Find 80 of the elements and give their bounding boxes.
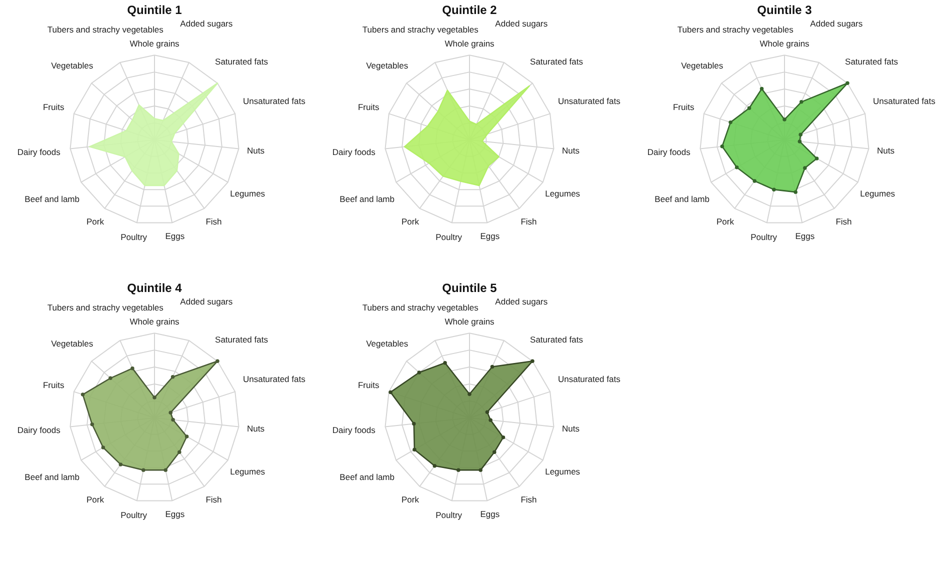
chart-title: Quintile 5 [442,281,498,295]
spoke-label: Added sugars [180,296,233,306]
spoke-label: Fish [206,494,222,504]
spoke-label: Fruits [358,380,380,390]
spoke-label: Pork [402,216,420,226]
chart-title: Quintile 4 [127,281,182,295]
spoke-label: Pork [86,494,105,504]
spoke-label: Tubers and strachy vegetables [47,24,164,35]
spoke-label: Added sugars [180,18,233,28]
spoke-label: Whole grains [130,316,180,326]
spoke-label: Saturated fats [530,56,583,67]
spoke-label: Beef and lamb [24,194,80,204]
chart-title: Quintile 3 [757,3,812,17]
spoke-label: Legumes [230,188,266,199]
spoke-label: Unsaturated fats [872,96,936,106]
spoke-label: Vegetables [366,60,408,71]
spoke-label: Legumes [545,188,580,199]
spoke-label: Beef and lamb [24,472,80,482]
spoke-label: Eggs [795,230,815,241]
spoke-label: Pork [402,494,420,504]
spoke-label: Tubers and strachy vegetables [362,302,478,313]
spoke-label: Fruits [358,102,380,112]
spoke-label: Tubers and strachy vegetables [362,24,478,35]
spoke-label: Nuts [562,423,580,434]
spoke-label: Fruits [42,380,64,390]
spoke-label: Fish [520,216,538,226]
spoke-label: Saturated fats [215,56,268,67]
spoke-label: Vegetables [366,338,408,349]
spoke-label: Nuts [247,145,264,156]
spoke-label: Nuts [877,145,894,156]
spoke-label: Fruits [42,102,64,112]
spoke-label: Fish [836,216,852,226]
chart-title: Quintile 1 [127,3,182,17]
spoke-label: Beef and lamb [340,194,395,204]
spoke-label: Whole grains [444,38,494,48]
spoke-label: Dairy foods [647,147,690,158]
spoke-label: Whole grains [760,38,810,48]
spoke-label: Legumes [230,466,266,477]
spoke-label: Tubers and strachy vegetables [677,24,794,35]
spoke-label: Whole grains [130,38,180,48]
spoke-label: Unsaturated fats [558,374,620,384]
spoke-label: Added sugars [810,18,863,28]
spoke-label: Dairy foods [332,147,376,158]
spoke-label: Unsaturated fats [242,96,306,106]
spoke-label: Unsaturated fats [242,374,306,384]
spoke-label: Beef and lamb [340,472,395,482]
spoke-label: Vegetables [51,338,94,349]
spoke-label: Added sugars [495,18,548,28]
spoke-label: Dairy foods [332,425,376,436]
spoke-label: Dairy foods [17,425,60,436]
spoke-label: Dairy foods [17,147,60,158]
spoke-label: Legumes [860,188,896,199]
spoke-label: Poultry [436,510,463,520]
spoke-label: Poultry [120,510,148,520]
spoke-label: Whole grains [444,316,494,326]
spoke-label: Fish [206,216,222,226]
spoke-label: Eggs [165,230,185,241]
spoke-label: Saturated fats [530,334,583,345]
spoke-label: Pork [86,216,105,226]
spoke-label: Fish [520,494,538,504]
chart-title: Quintile 2 [442,3,498,17]
spoke-label: Saturated fats [215,334,268,345]
spoke-label: Added sugars [495,296,548,306]
spoke-label: Beef and lamb [654,194,710,204]
spoke-label: Nuts [247,423,264,434]
spoke-label: Poultry [436,232,463,242]
spoke-label: Legumes [545,466,580,477]
spoke-label: Poultry [120,232,148,242]
spoke-label: Eggs [165,508,185,519]
spoke-label: Unsaturated fats [558,96,620,106]
spoke-label: Nuts [562,145,580,156]
spoke-label: Eggs [480,508,500,519]
spoke-label: Saturated fats [845,56,898,67]
spoke-label: Vegetables [51,60,94,71]
spoke-label: Eggs [480,230,500,241]
spoke-label: Poultry [750,232,778,242]
spoke-label: Tubers and strachy vegetables [47,302,164,313]
spoke-label: Vegetables [681,60,724,71]
spoke-label: Fruits [672,102,694,112]
spoke-label: Pork [716,216,735,226]
